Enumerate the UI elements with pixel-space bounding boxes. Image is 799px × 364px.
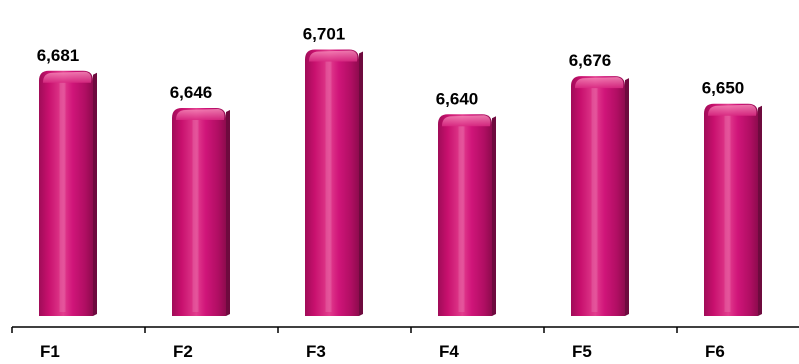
value-label: 6,640 — [436, 89, 479, 108]
bar-cap — [309, 50, 358, 62]
bar-f4 — [438, 114, 496, 316]
category-labels: F1 F2 F3 F4 F5 F6 — [40, 342, 725, 361]
bar-f3 — [305, 49, 363, 317]
value-label: 6,701 — [303, 25, 346, 44]
bar-body — [571, 76, 625, 316]
bar-sheen — [325, 61, 332, 312]
category-label: F3 — [306, 342, 326, 361]
category-label: F4 — [439, 342, 459, 361]
bar-cap — [43, 71, 92, 83]
bar-side — [492, 116, 496, 316]
bar-body — [305, 49, 359, 317]
bar-sheen — [59, 82, 66, 313]
bar-cap — [575, 77, 624, 89]
bar-sheen — [591, 88, 598, 312]
bar-body — [438, 114, 492, 316]
value-labels: 6,681 6,646 6,701 6,640 6,676 6,650 — [37, 25, 745, 109]
value-label: 6,676 — [569, 51, 612, 70]
bar-sheen — [192, 119, 199, 312]
category-label: F1 — [40, 342, 60, 361]
bar-cap — [708, 104, 757, 116]
bar-cap — [176, 108, 225, 120]
bar-f2 — [172, 107, 230, 316]
bar-side — [359, 51, 363, 317]
bar-f5 — [571, 76, 629, 316]
category-label: F5 — [572, 342, 592, 361]
value-label: 6,650 — [702, 79, 745, 98]
category-label: F6 — [705, 342, 725, 361]
value-label: 6,681 — [37, 46, 80, 65]
bar-f1 — [39, 70, 97, 317]
category-label: F2 — [173, 342, 193, 361]
bar-sheen — [458, 126, 465, 312]
bar-side — [758, 105, 762, 316]
bar-side — [226, 109, 230, 316]
bar-body — [39, 70, 93, 317]
bar-sheen — [724, 115, 731, 312]
bar-side — [625, 78, 629, 316]
bar-side — [93, 72, 97, 317]
value-label: 6,646 — [170, 83, 213, 102]
bar-cap — [442, 115, 491, 127]
bar-body — [172, 107, 226, 316]
bars-layer — [39, 49, 762, 317]
bar-f6 — [704, 103, 762, 316]
bar-body — [704, 103, 758, 316]
x-axis-ticks — [11, 327, 678, 333]
